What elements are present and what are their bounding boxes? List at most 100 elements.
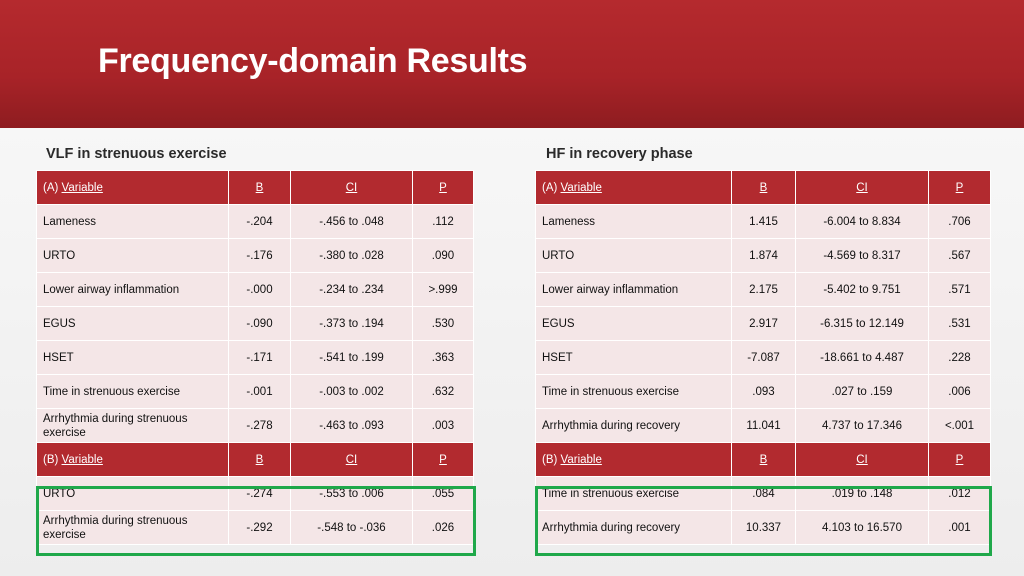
variable-header: (B) Variable bbox=[36, 442, 229, 477]
table-row: Arrhythmia during recovery 10.337 4.103 to… bbox=[535, 510, 991, 545]
title-bar: Frequency-domain Results bbox=[0, 0, 1024, 128]
table-row: Time in strenuous exercise -.001 -.003 to … bbox=[36, 374, 474, 409]
ci-cell: -.003 to .002 bbox=[290, 374, 413, 409]
table-row: Lameness 1.415 -6.004 to 8.834.706 bbox=[535, 204, 991, 239]
p-cell: .530 bbox=[412, 306, 474, 341]
p-cell: .531 bbox=[928, 306, 991, 341]
b-cell: 11.041 bbox=[731, 408, 796, 443]
ci-cell: .019 to .148 bbox=[795, 476, 929, 511]
right-results-table: (A) Variable B CI P Lameness 1.415 -6.004 to 8… bbox=[535, 170, 991, 545]
table-row: Arrhythmia during strenuous exercise -.27… bbox=[36, 408, 474, 443]
table-row: EGUS -.090 -.373 to .194.530 bbox=[36, 306, 474, 341]
ci-label: CI bbox=[345, 453, 358, 466]
table-row: HSET -7.087 -18.661 to 4.487.228 bbox=[535, 340, 991, 375]
variable-header: (A) Variable bbox=[36, 170, 229, 205]
p-cell: .026 bbox=[412, 510, 474, 545]
variable-cell: Arrhythmia during recovery bbox=[535, 408, 732, 443]
ci-cell: -6.004 to 8.834 bbox=[795, 204, 929, 239]
table-row: Arrhythmia during strenuous exercise -.29… bbox=[36, 510, 474, 545]
ci-cell: -.234 to .234 bbox=[290, 272, 413, 307]
b-cell: -.000 bbox=[228, 272, 291, 307]
table-row: Lameness -.204 -.456 to .048.112 bbox=[36, 204, 474, 239]
ci-header: CI bbox=[795, 442, 929, 477]
b-cell: 2.917 bbox=[731, 306, 796, 341]
variable-cell: EGUS bbox=[535, 306, 732, 341]
p-cell: .363 bbox=[412, 340, 474, 375]
ci-cell: .027 to .159 bbox=[795, 374, 929, 409]
p-cell: .012 bbox=[928, 476, 991, 511]
b-header: B bbox=[228, 442, 291, 477]
variable-cell: Lower airway inflammation bbox=[36, 272, 229, 307]
ci-label: CI bbox=[345, 181, 358, 194]
variable-cell: Time in strenuous exercise bbox=[535, 476, 732, 511]
variable-cell: URTO bbox=[535, 238, 732, 273]
b-cell: 10.337 bbox=[731, 510, 796, 545]
p-cell: <.001 bbox=[928, 408, 991, 443]
table-row: Lower airway inflammation -.000 -.234 to .… bbox=[36, 272, 474, 307]
p-header: P bbox=[412, 170, 474, 205]
p-cell: .706 bbox=[928, 204, 991, 239]
ci-cell: 4.737 to 17.346 bbox=[795, 408, 929, 443]
ci-cell: -.548 to -.036 bbox=[290, 510, 413, 545]
ci-cell: -.456 to .048 bbox=[290, 204, 413, 239]
variable-label: Variable bbox=[560, 453, 602, 466]
variable-cell: HSET bbox=[36, 340, 229, 375]
p-cell: .006 bbox=[928, 374, 991, 409]
variable-cell: Arrhythmia during strenuous exercise bbox=[36, 510, 229, 545]
b-label: B bbox=[255, 181, 264, 194]
b-header: B bbox=[228, 170, 291, 205]
left-table-b: (B) Variable B CI P URTO -.274 -.553 to .006.0… bbox=[36, 442, 474, 545]
b-label: B bbox=[759, 453, 768, 466]
p-cell: .632 bbox=[412, 374, 474, 409]
p-header: P bbox=[928, 442, 991, 477]
ci-cell: -18.661 to 4.487 bbox=[795, 340, 929, 375]
table-row: EGUS 2.917 -6.315 to 12.149.531 bbox=[535, 306, 991, 341]
p-label: P bbox=[439, 181, 447, 194]
b-cell: -.001 bbox=[228, 374, 291, 409]
b-cell: 1.874 bbox=[731, 238, 796, 273]
section-label: (B) bbox=[542, 453, 561, 466]
ci-cell: -6.315 to 12.149 bbox=[795, 306, 929, 341]
b-cell: 1.415 bbox=[731, 204, 796, 239]
table-row: Lower airway inflammation 2.175 -5.402 to … bbox=[535, 272, 991, 307]
right-table-b: (B) Variable B CI P Time in strenuous exerci… bbox=[535, 442, 991, 545]
p-label: P bbox=[439, 453, 447, 466]
left-significant-highlight bbox=[36, 486, 476, 556]
ci-cell: 4.103 to 16.570 bbox=[795, 510, 929, 545]
left-header-row-b: (B) Variable B CI P bbox=[36, 442, 474, 477]
b-cell: -.292 bbox=[228, 510, 291, 545]
b-label: B bbox=[255, 453, 264, 466]
table-row: Time in strenuous exercise .093.027 to .1… bbox=[535, 374, 991, 409]
p-cell: .112 bbox=[412, 204, 474, 239]
p-label: P bbox=[955, 453, 964, 466]
table-row: Time in strenuous exercise .084.019 to .1… bbox=[535, 476, 991, 511]
right-significant-highlight bbox=[535, 486, 992, 556]
section-label: (A) bbox=[43, 181, 62, 194]
ci-header: CI bbox=[795, 170, 929, 205]
ci-cell: -.463 to .093 bbox=[290, 408, 413, 443]
left-table-a: (A) Variable B CI P Lameness -.204 -.456 to .0… bbox=[36, 170, 474, 443]
b-cell: -.090 bbox=[228, 306, 291, 341]
b-cell: -.204 bbox=[228, 204, 291, 239]
variable-cell: Arrhythmia during strenuous exercise bbox=[36, 408, 229, 443]
p-header: P bbox=[412, 442, 474, 477]
variable-cell: Arrhythmia during recovery bbox=[535, 510, 732, 545]
ci-label: CI bbox=[856, 453, 868, 466]
b-cell: -7.087 bbox=[731, 340, 796, 375]
p-cell: >.999 bbox=[412, 272, 474, 307]
p-cell: .003 bbox=[412, 408, 474, 443]
variable-cell: URTO bbox=[36, 238, 229, 273]
p-cell: .228 bbox=[928, 340, 991, 375]
table-row: URTO 1.874 -4.569 to 8.317.567 bbox=[535, 238, 991, 273]
section-label: (A) bbox=[542, 181, 561, 194]
variable-cell: Lower airway inflammation bbox=[535, 272, 732, 307]
p-label: P bbox=[955, 181, 964, 194]
left-section-title: VLF in strenuous exercise bbox=[46, 146, 227, 162]
p-cell: .001 bbox=[928, 510, 991, 545]
ci-label: CI bbox=[856, 181, 868, 194]
b-cell: -.176 bbox=[228, 238, 291, 273]
slide-title: Frequency-domain Results bbox=[98, 42, 528, 80]
right-section-title: HF in recovery phase bbox=[546, 146, 693, 162]
ci-cell: -.541 to .199 bbox=[290, 340, 413, 375]
ci-cell: -.380 to .028 bbox=[290, 238, 413, 273]
